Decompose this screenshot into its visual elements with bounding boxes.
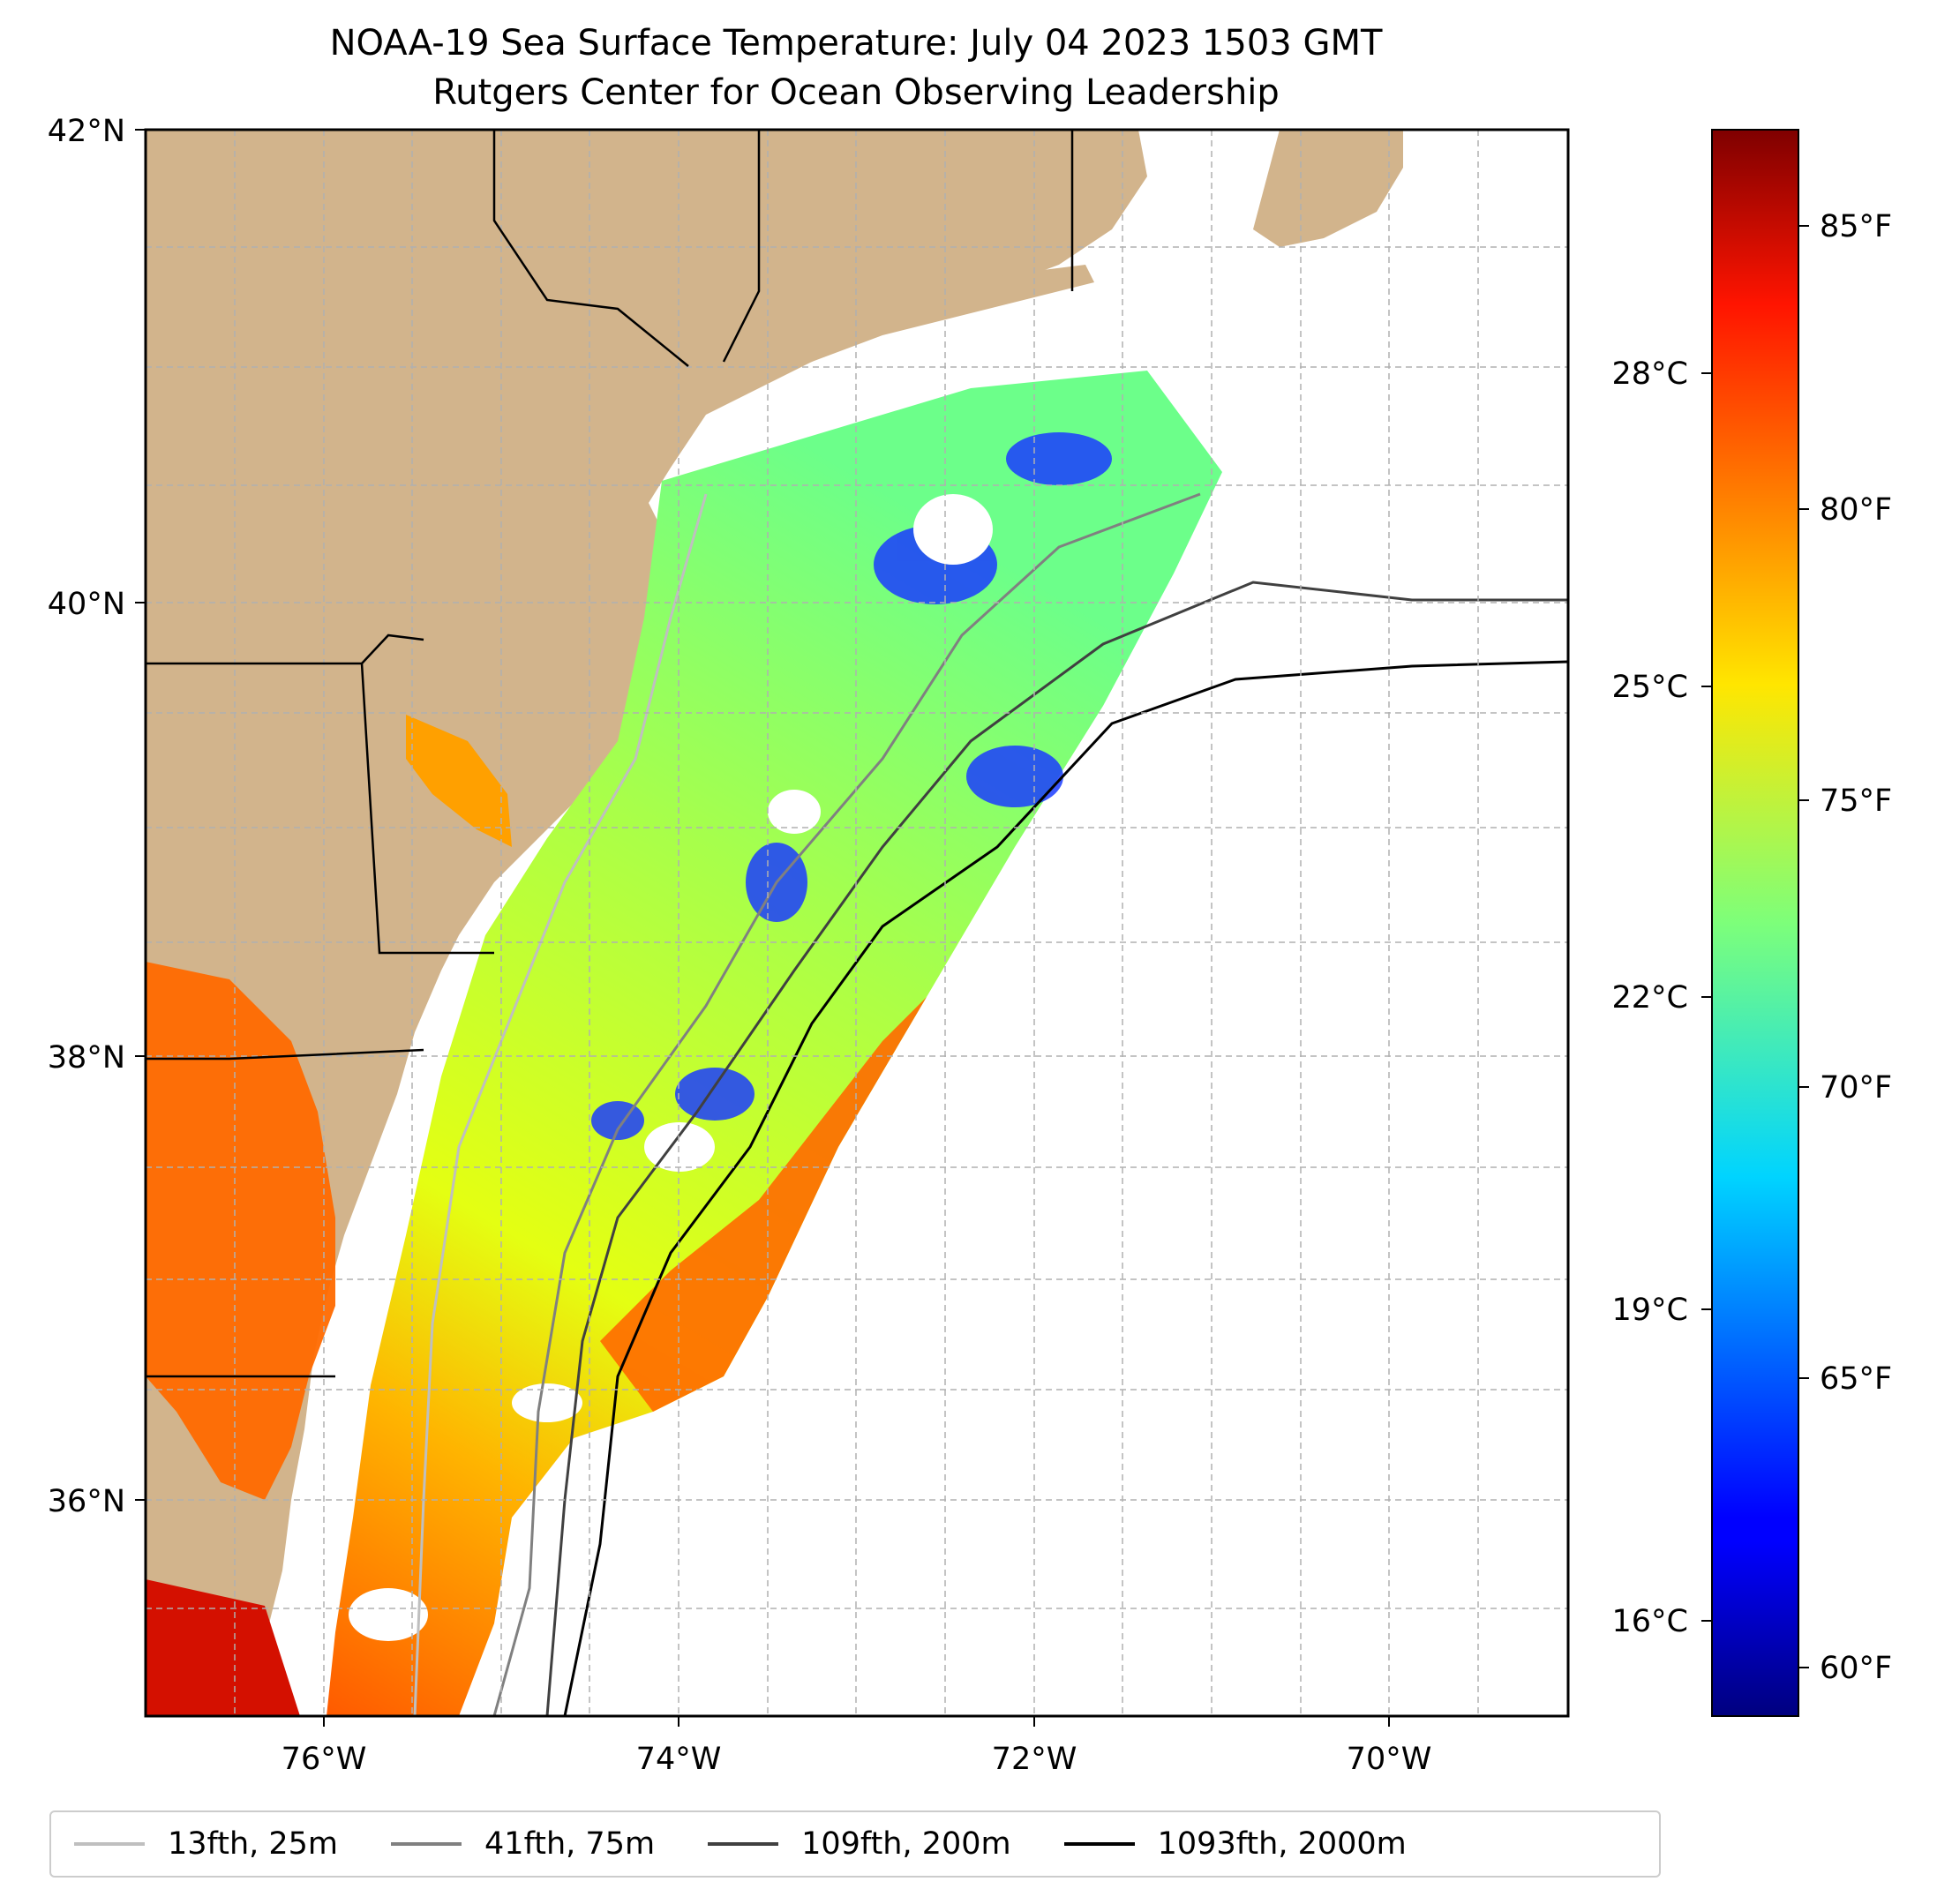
contour-75m (492, 492, 1201, 1716)
cbar-f-70: 70°F (1820, 1070, 1892, 1106)
cbar-f-80: 80°F (1820, 492, 1892, 528)
cape-cod (1253, 130, 1403, 247)
contour-25m (413, 493, 708, 1716)
sst-swath (327, 371, 1222, 1716)
state-borders (146, 130, 1074, 1378)
chesapeake-bay-sst (146, 962, 335, 1500)
cbar-f-60: 60°F (1820, 1651, 1892, 1686)
legend-item-200m: 109fth, 200m (708, 1826, 1011, 1862)
contour-2000m (563, 660, 1568, 1716)
map-subtitle: Rutgers Center for Ocean Observing Leade… (432, 72, 1280, 113)
gridlines (146, 130, 1568, 1716)
land-mass (146, 130, 1147, 1716)
delaware-bay-sst (406, 715, 512, 847)
legend-item-25m: 13fth, 25m (74, 1826, 338, 1862)
cbar-c-16: 16°C (1612, 1604, 1688, 1639)
legend-label: 13fth, 25m (168, 1826, 339, 1862)
cbar-f-75: 75°F (1820, 783, 1892, 819)
lon-label-70: 70°W (1347, 1742, 1432, 1777)
cbar-c-25: 25°C (1612, 670, 1688, 705)
legend-item-2000m: 1093fth, 2000m (1063, 1826, 1407, 1862)
lat-label-42: 42°N (48, 114, 125, 149)
cbar-c-28: 28°C (1612, 356, 1688, 392)
legend-line-75m (391, 1842, 462, 1846)
map-title: NOAA-19 Sea Surface Temperature: July 04… (329, 23, 1383, 64)
contour-legend: 13fth, 25m 41fth, 75m 109fth, 200m 1093f… (49, 1810, 1661, 1878)
legend-line-200m (708, 1842, 779, 1846)
lon-label-72: 72°W (992, 1742, 1077, 1777)
lat-label-40: 40°N (48, 587, 125, 622)
cbar-c-22: 22°C (1612, 980, 1688, 1016)
colorbar-f-ticks (1798, 225, 1809, 1668)
lon-label-74: 74°W (636, 1742, 722, 1777)
legend-line-2000m (1063, 1842, 1135, 1846)
cbar-f-85: 85°F (1820, 209, 1892, 244)
contour-200m (545, 581, 1568, 1716)
lon-ticks (323, 1716, 1390, 1727)
legend-item-75m: 41fth, 75m (391, 1826, 655, 1862)
pamlico-sound-sst (146, 1579, 300, 1716)
colorbar (1711, 129, 1799, 1717)
lat-ticks (135, 129, 146, 1501)
warm-water-south (600, 997, 927, 1412)
cloud-gaps (349, 494, 993, 1641)
colorbar-c-ticks (1701, 372, 1712, 1622)
cbar-c-19: 19°C (1612, 1293, 1688, 1328)
legend-label: 41fth, 75m (484, 1826, 656, 1862)
cbar-f-65: 65°F (1820, 1361, 1892, 1397)
map-plot-area[interactable] (146, 130, 1568, 1716)
legend-line-25m (74, 1842, 145, 1846)
long-island (732, 265, 1094, 375)
legend-label: 109fth, 200m (801, 1826, 1011, 1862)
lon-label-76: 76°W (282, 1742, 367, 1777)
lat-label-38: 38°N (48, 1040, 125, 1076)
lat-label-36: 36°N (48, 1484, 125, 1519)
map-frame (144, 128, 1570, 1718)
legend-label: 1093fth, 2000m (1157, 1826, 1407, 1862)
